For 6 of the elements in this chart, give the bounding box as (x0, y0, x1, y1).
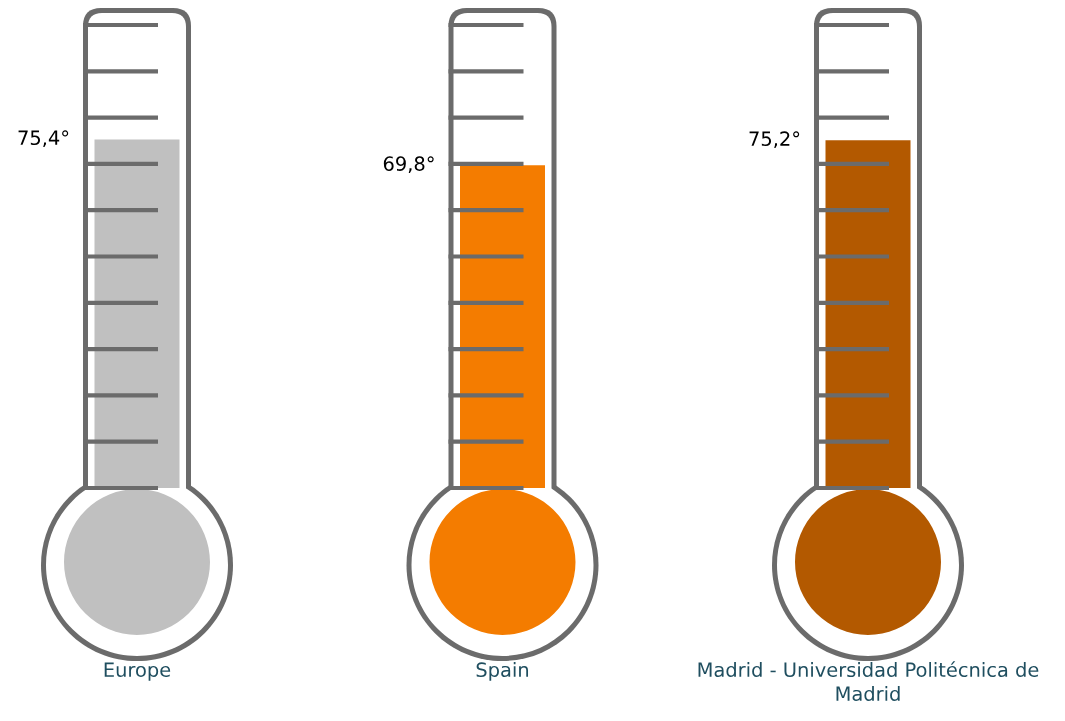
x-tick-label: Europe (104, 662, 171, 681)
x-tick-label: Spain (476, 662, 529, 681)
x-tick-label: Madrid - Universidad Politécnica de Madrid (698, 661, 1039, 702)
data-label: 75,2° (749, 131, 800, 148)
data-label: 69,8° (383, 156, 434, 173)
data-label: 75,4° (18, 130, 69, 148)
